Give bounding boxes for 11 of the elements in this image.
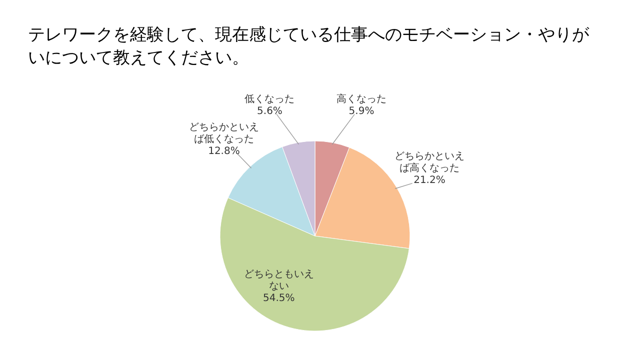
data-label: 12.8% <box>208 146 240 157</box>
slice-label: どちらともいえない <box>244 269 314 292</box>
data-label: 5.9% <box>348 106 374 118</box>
slice-label: どちらかといえば低くなった <box>188 122 259 145</box>
slice-label: 高くなった <box>336 93 387 106</box>
slice-label: 低くなった <box>244 94 295 105</box>
data-label: 5.6% <box>257 106 282 117</box>
data-label: 21.2% <box>414 175 446 186</box>
data-label: 54.5% <box>263 293 295 304</box>
slice-label: どちらかといえば高くなった <box>394 151 464 174</box>
chart-title: テレワークを経験して、現在感じている仕事へのモチベーション・やりがいについて教えてください。 <box>28 25 590 68</box>
